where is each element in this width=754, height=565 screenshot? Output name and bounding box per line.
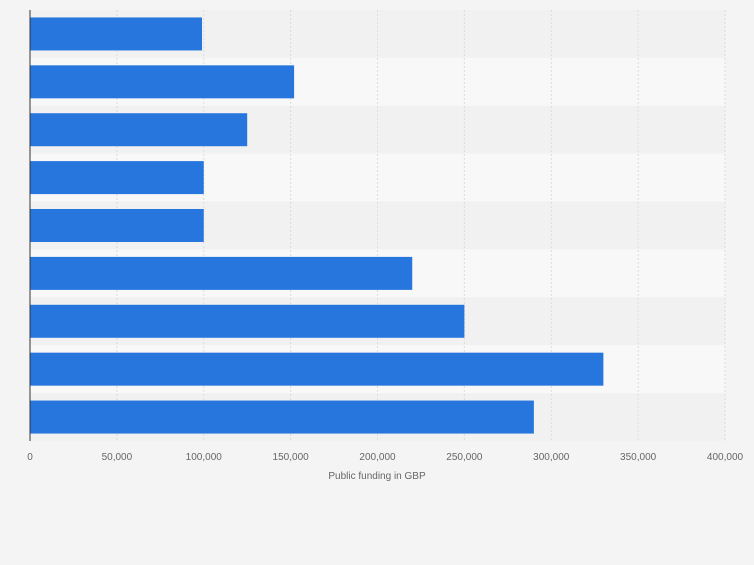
x-tick-labels: 0 50,000 100,000 150,000 200,000 250,000 300,0… — [27, 452, 743, 463]
x-tick-label-8: 400,000 — [707, 452, 744, 463]
bar-8 — [30, 352, 604, 386]
bar-9 — [30, 400, 534, 434]
x-tick-label-3: 150,000 — [273, 452, 310, 463]
x-tick-label-7: 350,000 — [620, 452, 657, 463]
x-tick-label-0: 0 — [27, 452, 33, 463]
bar-5 — [30, 209, 204, 242]
x-tick-label-1: 50,000 — [102, 452, 133, 463]
x-tick-label-6: 300,000 — [533, 452, 570, 463]
x-tick-label-4: 200,000 — [359, 452, 396, 463]
bars — [30, 17, 604, 434]
x-axis-label: Public funding in GBP — [328, 471, 426, 482]
bar-4 — [30, 161, 204, 195]
x-tick-label-2: 100,000 — [186, 452, 223, 463]
bar-2 — [30, 65, 295, 99]
bar-3 — [30, 113, 248, 147]
bar-6 — [30, 256, 413, 290]
x-tick-label-5: 250,000 — [446, 452, 483, 463]
bar-7 — [30, 304, 465, 338]
bar-1 — [30, 17, 203, 51]
